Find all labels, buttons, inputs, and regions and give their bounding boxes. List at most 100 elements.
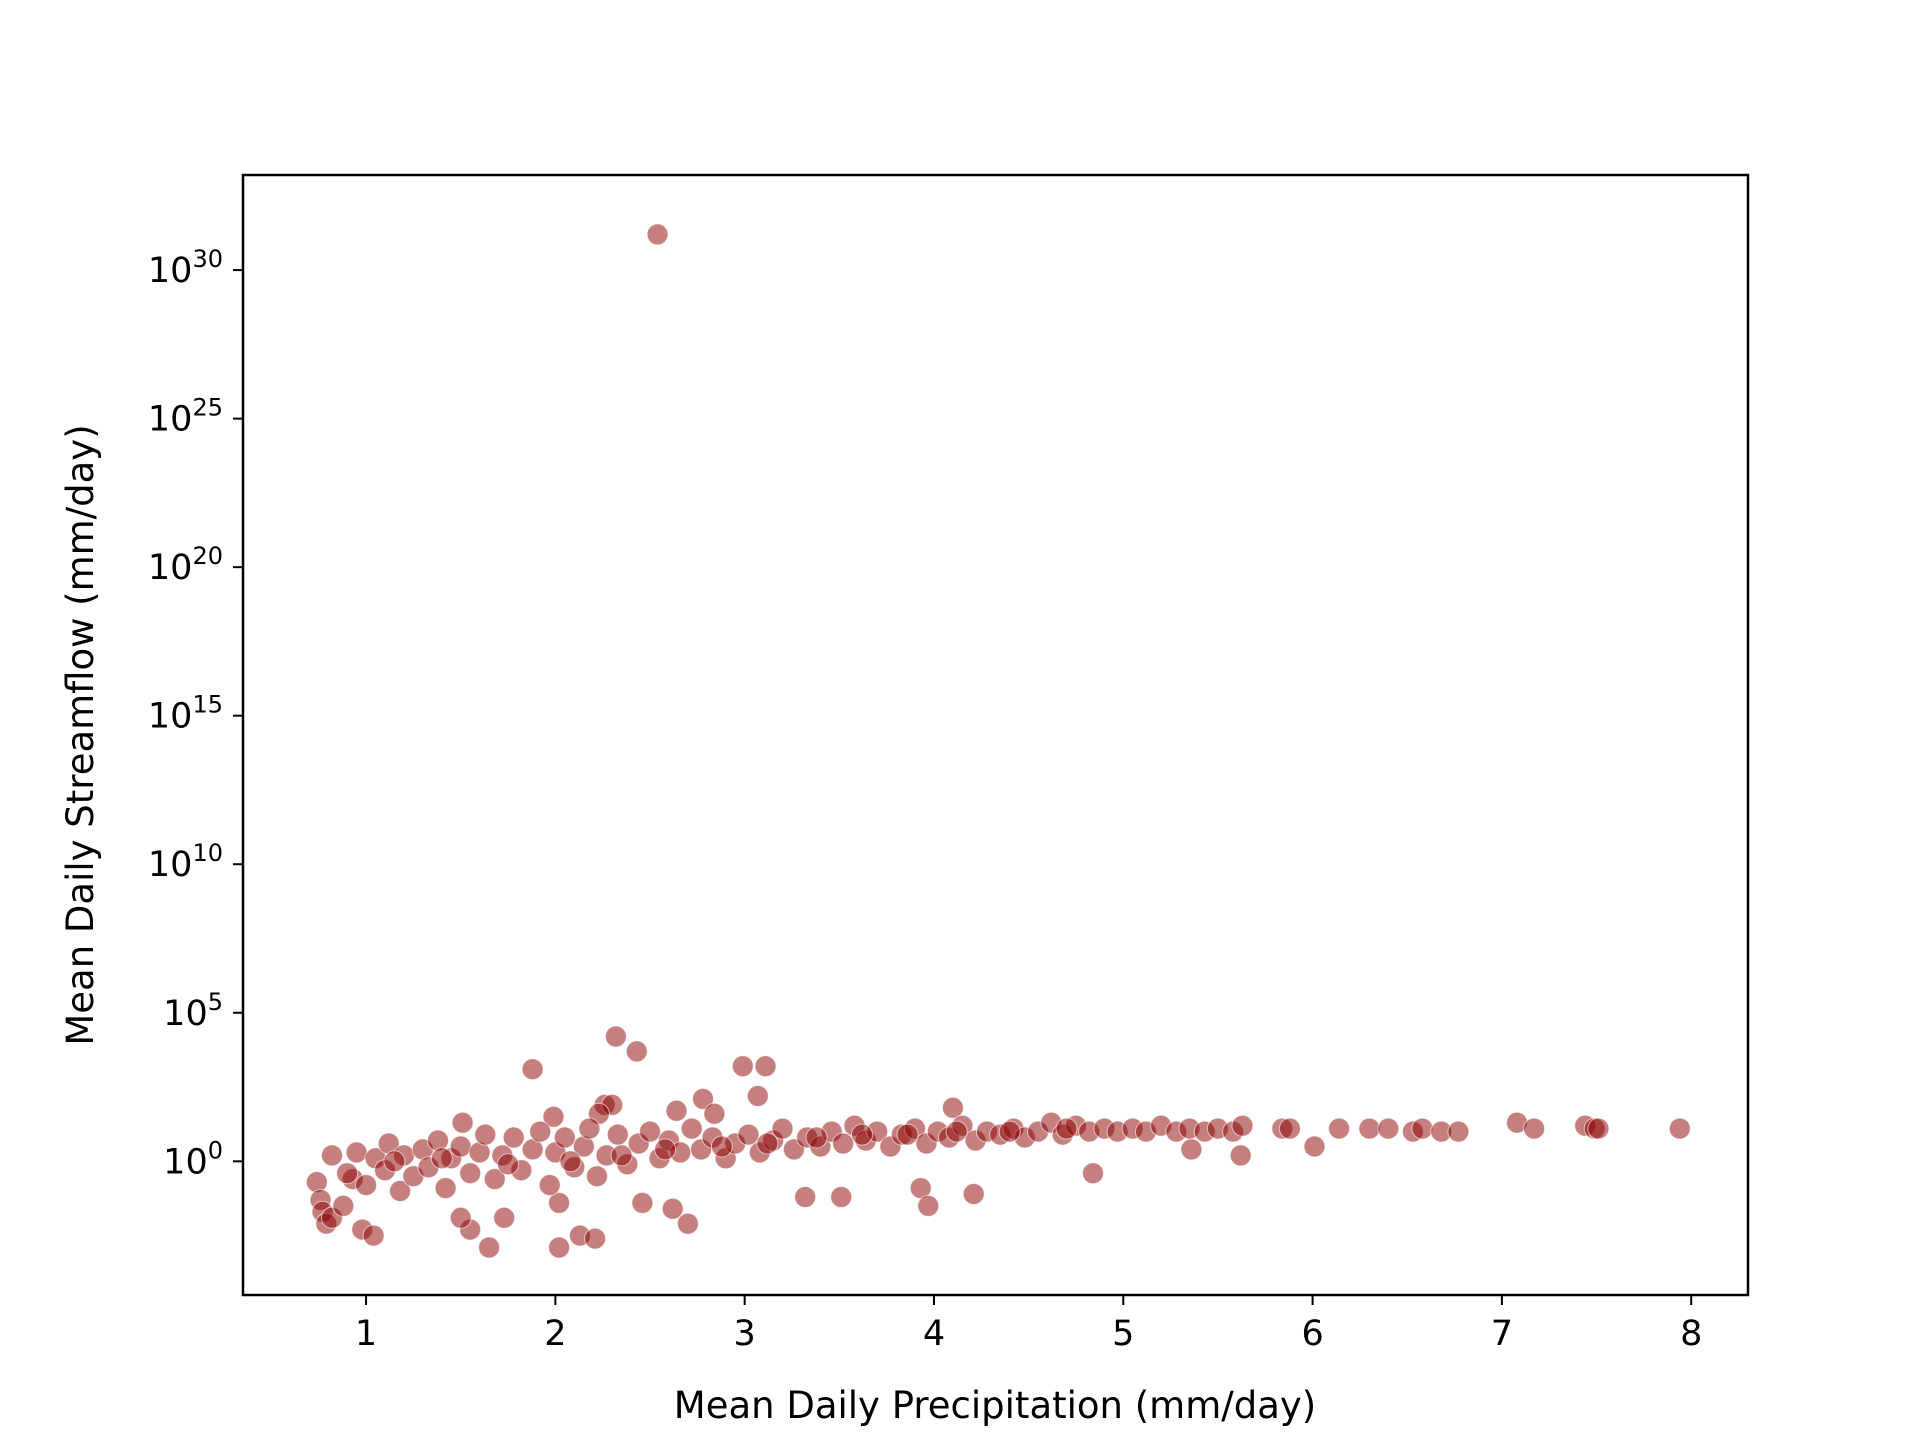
data-point	[754, 1055, 777, 1078]
data-point	[794, 1186, 817, 1208]
data-point	[737, 1123, 760, 1146]
data-point	[1523, 1117, 1546, 1140]
data-point	[646, 223, 669, 246]
y-tick-base: 10	[148, 548, 193, 588]
y-tick-base: 10	[148, 400, 193, 440]
y-tick-base: 10	[148, 845, 193, 885]
x-tick-label: 6	[1301, 1314, 1323, 1354]
y-tick-base: 10	[148, 697, 193, 737]
data-point	[703, 1102, 726, 1125]
x-tick-label: 3	[734, 1314, 756, 1354]
data-point	[610, 1144, 633, 1167]
data-point	[896, 1123, 919, 1146]
data-point	[305, 1171, 328, 1194]
x-axis: 1 2 3 4 5 6 7 8	[355, 1295, 1702, 1354]
data-point	[449, 1206, 472, 1229]
y-tick-base: 10	[163, 994, 208, 1034]
y-tick-exponent: 20	[192, 542, 223, 570]
x-tick-label: 4	[923, 1314, 945, 1354]
data-point	[692, 1087, 714, 1110]
data-point	[1082, 1162, 1104, 1185]
data-point	[604, 1025, 627, 1048]
data-point	[548, 1191, 571, 1214]
data-point	[427, 1129, 449, 1152]
data-point	[1303, 1135, 1326, 1158]
data-point	[1055, 1117, 1078, 1140]
data-point	[661, 1197, 684, 1220]
data-point	[362, 1224, 385, 1247]
data-point	[355, 1174, 378, 1197]
data-point	[548, 1236, 571, 1259]
data-point	[521, 1058, 544, 1081]
data-point	[1447, 1120, 1470, 1143]
y-tick-label: 105	[163, 988, 223, 1034]
data-point	[631, 1191, 654, 1214]
y-tick-exponent: 25	[192, 394, 223, 422]
data-point	[1668, 1117, 1691, 1140]
data-point	[538, 1174, 561, 1197]
data-point	[606, 1123, 629, 1146]
data-point	[1377, 1117, 1400, 1140]
data-point	[493, 1206, 516, 1229]
data-point	[578, 1117, 601, 1140]
data-points	[305, 223, 1691, 1259]
data-point	[497, 1153, 519, 1176]
data-point	[676, 1212, 699, 1235]
y-tick-label: 1030	[148, 245, 223, 291]
data-point	[559, 1150, 582, 1173]
data-point	[771, 1117, 794, 1140]
y-tick-exponent: 5	[208, 988, 223, 1016]
data-point	[434, 1177, 457, 1200]
data-point	[731, 1055, 754, 1078]
data-point	[941, 1096, 964, 1119]
x-tick-label: 2	[544, 1314, 566, 1354]
data-point	[1180, 1138, 1203, 1161]
data-point	[584, 1227, 607, 1250]
data-point	[332, 1194, 355, 1217]
data-point	[746, 1085, 769, 1107]
data-point	[945, 1120, 968, 1143]
data-point	[478, 1236, 501, 1259]
data-point	[586, 1165, 608, 1188]
x-tick-label: 7	[1491, 1314, 1513, 1354]
y-tick-exponent: 30	[192, 245, 223, 273]
data-point	[1229, 1144, 1252, 1167]
data-point	[639, 1120, 661, 1143]
data-point	[483, 1168, 506, 1191]
data-point	[665, 1099, 688, 1122]
x-tick-label: 1	[355, 1314, 377, 1354]
plot-area-background	[243, 175, 1748, 1295]
data-point	[1328, 1117, 1351, 1140]
y-tick-label: 1015	[148, 691, 223, 737]
data-point	[1231, 1114, 1254, 1137]
data-point	[805, 1126, 828, 1149]
x-tick-label: 5	[1112, 1314, 1134, 1354]
data-point	[321, 1144, 343, 1167]
data-point	[851, 1123, 873, 1146]
y-tick-exponent: 0	[208, 1136, 223, 1164]
data-point	[756, 1132, 779, 1155]
y-tick-exponent: 15	[192, 691, 223, 719]
data-point	[680, 1117, 703, 1140]
data-point	[383, 1150, 406, 1173]
data-point	[345, 1141, 368, 1164]
data-point	[1278, 1117, 1301, 1140]
x-axis-label: Mean Daily Precipitation (mm/day)	[674, 1384, 1316, 1427]
plot-frame	[241, 173, 1750, 1297]
data-point	[1587, 1117, 1610, 1140]
data-point	[917, 1194, 940, 1217]
y-tick-label: 1010	[148, 839, 223, 885]
data-point	[389, 1180, 412, 1202]
data-point	[459, 1162, 482, 1185]
data-point	[451, 1111, 474, 1134]
data-point	[654, 1138, 677, 1161]
data-point	[962, 1183, 985, 1205]
data-point	[1411, 1117, 1434, 1140]
y-tick-base: 10	[163, 1142, 208, 1182]
x-tick-label: 8	[1680, 1314, 1702, 1354]
data-point	[832, 1132, 855, 1155]
y-axis-label: Mean Daily Streamflow (mm/day)	[59, 424, 102, 1045]
data-point	[542, 1105, 565, 1128]
y-tick-exponent: 10	[192, 839, 223, 867]
